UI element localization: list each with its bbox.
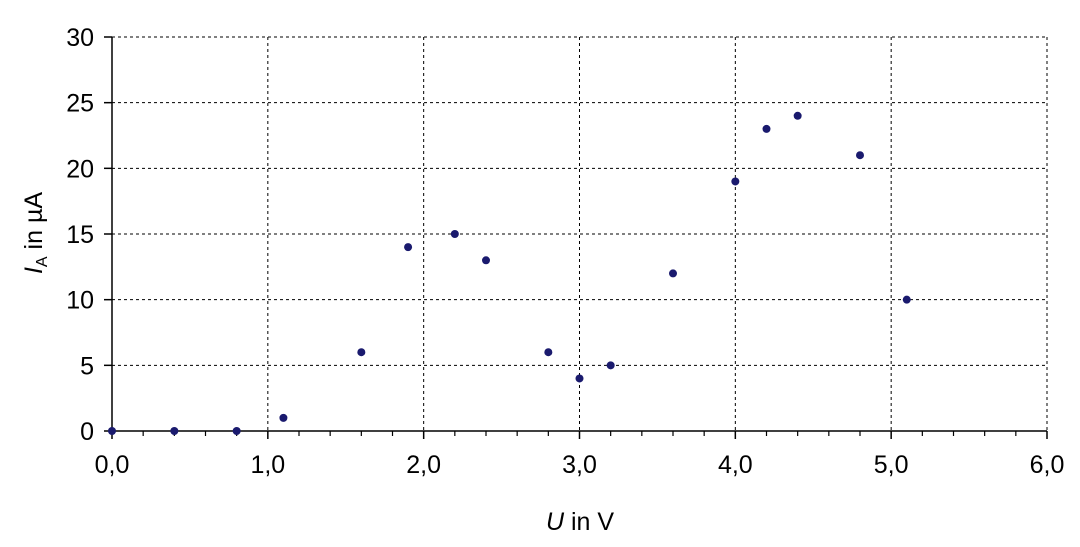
data-point	[731, 177, 740, 186]
data-point	[232, 427, 241, 435]
data-point	[170, 427, 179, 435]
x-axis-unit: in V	[564, 508, 614, 536]
y-axis-unit: in µA	[20, 192, 48, 257]
data-point	[793, 111, 802, 120]
y-axis-label: IA in µA	[20, 192, 51, 274]
y-axis-subscript: A	[34, 256, 51, 267]
grid	[112, 36, 1048, 431]
y-axis-symbol: I	[20, 267, 48, 274]
y-tick-label: 10	[66, 287, 94, 315]
data-point	[575, 374, 584, 383]
y-tick-label: 15	[66, 221, 94, 249]
x-axis-label: U in V	[546, 508, 614, 536]
data-point	[669, 269, 677, 278]
data-point	[279, 413, 288, 422]
x-tick-label: 0,0	[95, 451, 130, 479]
data-point	[902, 295, 911, 304]
y-tick-label: 30	[66, 24, 94, 52]
data-point	[450, 230, 459, 238]
data-point	[856, 151, 864, 160]
data-point	[544, 348, 553, 357]
data-point	[606, 361, 615, 370]
x-tick-label: 3,0	[562, 451, 597, 479]
x-tick-label: 2,0	[406, 451, 441, 479]
x-axis-symbol: U	[546, 508, 565, 536]
x-tick-label: 4,0	[718, 451, 753, 479]
ticks	[104, 36, 1048, 439]
y-tick-label: 0	[80, 418, 94, 446]
data-point	[482, 256, 490, 265]
y-tick-label: 20	[66, 155, 94, 183]
x-tick-label: 5,0	[874, 451, 909, 479]
x-tick-label: 1,0	[250, 451, 285, 479]
data-points	[108, 111, 911, 435]
data-point	[108, 427, 116, 435]
data-point	[404, 243, 413, 252]
data-point	[357, 348, 366, 357]
data-point	[762, 124, 771, 133]
y-tick-label: 25	[66, 90, 94, 118]
tick-labels: 0 5 10 15 20 25 30 0,0 1,0 2,0 3,0 4,0 5,0 6,0	[66, 24, 1064, 479]
y-tick-label: 5	[80, 352, 94, 380]
x-tick-label: 6,0	[1030, 451, 1065, 479]
